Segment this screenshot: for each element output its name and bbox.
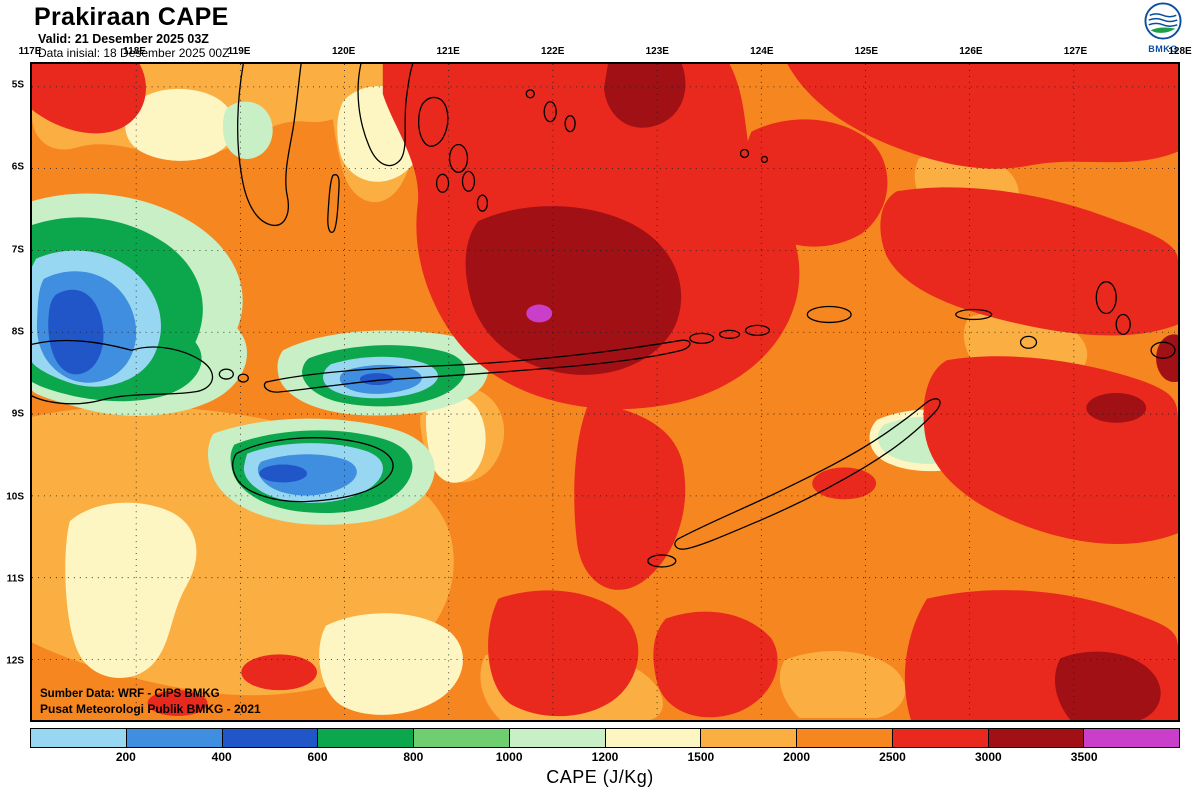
lon-label: 126E: [959, 46, 983, 57]
colorbar-tick-label: 3500: [1070, 750, 1098, 764]
colorbar-cell: [892, 729, 989, 747]
colorbar-cell: [318, 729, 414, 747]
cape-field: [32, 64, 1178, 720]
bmkg-logo: BMKG: [1138, 2, 1188, 54]
lon-label: 118E: [123, 46, 146, 57]
colorbar-cell: [222, 729, 319, 747]
latitude-axis: 5S 6S 7S 8S 9S 10S 11S 12S: [0, 62, 27, 722]
longitude-axis: 117E 118E 119E 120E 121E 122E 123E 124E 125E 126E…: [19, 46, 1192, 59]
page-title: Prakiraan CAPE: [34, 3, 229, 31]
bmkg-logo-label: BMKG: [1148, 44, 1178, 54]
cape-colorbar: [30, 728, 1180, 748]
colorbar-tick-label: 800: [403, 750, 424, 764]
cape-layer-dark-red: [465, 64, 1178, 720]
publisher-line: Pusat Meteorologi Publik BMKG - 2021: [40, 702, 261, 716]
cape-map: Sumber Data: WRF - CIPS BMKG Pusat Meteo…: [30, 62, 1180, 722]
colorbar-tick-label: 1000: [495, 750, 523, 764]
colorbar-tick-label: 2000: [783, 750, 811, 764]
colorbar-cell: [988, 729, 1085, 747]
colorbar-cell: [605, 729, 702, 747]
cape-layer-dark-blue: [48, 289, 394, 483]
colorbar-tick-labels: 200 400 600 800 1000 1200 1500 2000 2500 3000 3500: [30, 750, 1180, 764]
colorbar-cell: [797, 729, 893, 747]
bmkg-logo-icon: [1144, 2, 1182, 40]
lon-label: 128E: [1168, 46, 1192, 57]
valid-time-line: Valid: 21 Desember 2025 03Z: [38, 32, 209, 46]
colorbar-tick-label: 400: [211, 750, 232, 764]
colorbar-tick-label: 2500: [879, 750, 906, 764]
colorbar-tick-label: 1500: [687, 750, 715, 764]
lon-label: 123E: [645, 46, 669, 57]
lon-label: 119E: [227, 46, 251, 57]
lat-label: 10S: [6, 491, 24, 502]
lat-label: 8S: [11, 326, 24, 338]
colorbar-cell: [1084, 729, 1179, 747]
colorbar-cell: [126, 729, 223, 747]
lat-label: 9S: [11, 408, 24, 420]
colorbar-tick-label: 200: [115, 750, 136, 764]
coastlines: [32, 64, 1176, 568]
colorbar-cell: [414, 729, 510, 747]
cape-layer-magenta: [526, 304, 553, 323]
cape-layer-cream: [65, 85, 990, 715]
colorbar-cell: [31, 729, 127, 747]
source-data-line: Sumber Data: WRF - CIPS BMKG: [40, 688, 220, 700]
lon-label: 121E: [436, 46, 460, 57]
colorbar-caption: CAPE (J/Kg): [546, 767, 654, 787]
colorbar-tick-label: 3000: [974, 750, 1002, 764]
lon-label: 124E: [750, 46, 774, 57]
colorbar-tick-label: 600: [307, 750, 328, 764]
lat-label: 11S: [6, 573, 24, 585]
lon-label: 127E: [1063, 46, 1088, 57]
colorbar-cell: [701, 729, 797, 747]
lon-label: 125E: [854, 46, 879, 57]
colorbar-cell: [509, 729, 606, 747]
lat-label: 6S: [11, 161, 24, 173]
lon-label: 120E: [331, 46, 356, 57]
lat-label: 12S: [6, 655, 24, 667]
lat-label: 7S: [11, 244, 24, 256]
init-time-line: Data inisial: 18 Desember 2025 00Z: [38, 46, 230, 60]
lon-label: 122E: [541, 46, 565, 57]
grid-lines: [32, 64, 1178, 720]
lat-label: 5S: [11, 79, 24, 91]
lon-label: 117E: [18, 46, 42, 57]
colorbar-tick-label: 1200: [591, 750, 619, 764]
